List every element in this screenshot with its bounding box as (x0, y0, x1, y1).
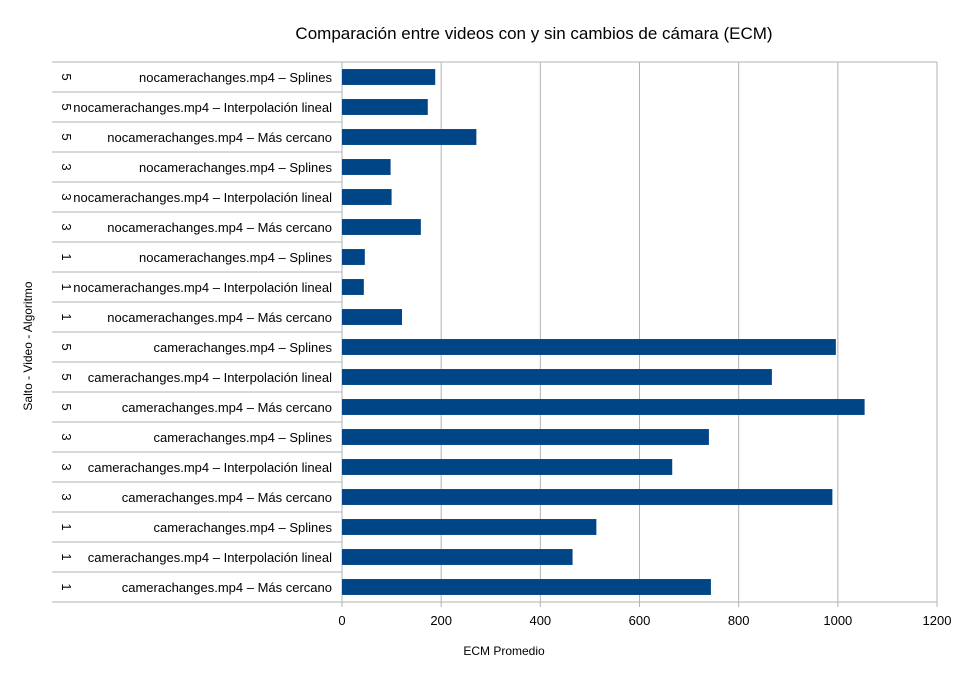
x-tick-label: 0 (338, 613, 345, 628)
category-label: camerachanges.mp4 – Más cercano (122, 400, 332, 415)
x-tick-label: 600 (629, 613, 651, 628)
x-axis-title: ECM Promedio (463, 644, 545, 658)
jump-label: 1 (59, 553, 74, 560)
jump-label: 5 (59, 343, 74, 350)
x-tick-label: 1000 (823, 613, 852, 628)
bar (342, 69, 436, 85)
category-label: nocamerachanges.mp4 – Más cercano (107, 310, 332, 325)
category-labels: nocamerachanges.mp4 – Splines5nocamerach… (59, 70, 332, 595)
category-label: nocamerachanges.mp4 – Interpolación line… (73, 100, 332, 115)
jump-label: 5 (59, 133, 74, 140)
bar (342, 489, 833, 505)
chart-title: Comparación entre videos con y sin cambi… (295, 24, 772, 43)
jump-label: 5 (59, 403, 74, 410)
jump-label: 5 (59, 73, 74, 80)
category-label: camerachanges.mp4 – Interpolación lineal (88, 550, 332, 565)
jump-label: 3 (59, 193, 74, 200)
category-label: camerachanges.mp4 – Interpolación lineal (88, 460, 332, 475)
bar (342, 429, 709, 445)
category-label: nocamerachanges.mp4 – Splines (139, 160, 332, 175)
y-axis-title: Salto - Video - Algoritmo (21, 281, 35, 411)
jump-label: 5 (59, 373, 74, 380)
jump-label: 5 (59, 103, 74, 110)
jump-label: 3 (59, 223, 74, 230)
category-label: camerachanges.mp4 – Splines (154, 340, 333, 355)
x-tick-label: 200 (430, 613, 452, 628)
category-label: nocamerachanges.mp4 – Interpolación line… (73, 190, 332, 205)
bar (342, 459, 673, 475)
gridlines (52, 61, 938, 607)
jump-label: 3 (59, 163, 74, 170)
x-tick-label: 1200 (923, 613, 952, 628)
bar (342, 399, 865, 415)
bar (342, 549, 573, 565)
category-label: camerachanges.mp4 – Splines (154, 430, 333, 445)
category-label: nocamerachanges.mp4 – Interpolación line… (73, 280, 332, 295)
bar (342, 339, 836, 355)
bars (342, 69, 865, 595)
bar (342, 129, 477, 145)
x-tick-label: 400 (529, 613, 551, 628)
jump-label: 3 (59, 463, 74, 470)
category-label: camerachanges.mp4 – Más cercano (122, 490, 332, 505)
bar (342, 279, 364, 295)
jump-label: 3 (59, 493, 74, 500)
bar (342, 99, 428, 115)
category-label: nocamerachanges.mp4 – Splines (139, 250, 332, 265)
x-tick-label: 800 (728, 613, 750, 628)
jump-label: 1 (59, 583, 74, 590)
bar (342, 369, 772, 385)
bar (342, 519, 597, 535)
jump-label: 1 (59, 523, 74, 530)
bar (342, 189, 392, 205)
category-label: nocamerachanges.mp4 – Más cercano (107, 220, 332, 235)
category-label: camerachanges.mp4 – Splines (154, 520, 333, 535)
jump-label: 1 (59, 313, 74, 320)
category-label: nocamerachanges.mp4 – Splines (139, 70, 332, 85)
jump-label: 1 (59, 283, 74, 290)
x-tick-labels: 0 200 400 600 800 1000 1200 (338, 613, 951, 628)
bar (342, 309, 402, 325)
bar (342, 249, 365, 265)
jump-label: 3 (59, 433, 74, 440)
jump-label: 1 (59, 253, 74, 260)
category-label: camerachanges.mp4 – Más cercano (122, 580, 332, 595)
category-label: camerachanges.mp4 – Interpolación lineal (88, 370, 332, 385)
bar (342, 579, 711, 595)
category-label: nocamerachanges.mp4 – Más cercano (107, 130, 332, 145)
bar (342, 159, 391, 175)
bar (342, 219, 421, 235)
